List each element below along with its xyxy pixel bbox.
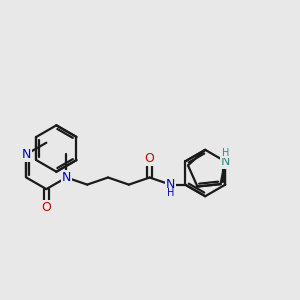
Text: N: N <box>220 155 230 168</box>
Text: O: O <box>145 152 154 165</box>
Text: N: N <box>166 178 175 191</box>
Text: N: N <box>22 148 31 161</box>
Text: H: H <box>167 188 174 198</box>
Text: O: O <box>41 201 51 214</box>
Text: H: H <box>223 148 230 158</box>
Text: N: N <box>62 171 71 184</box>
